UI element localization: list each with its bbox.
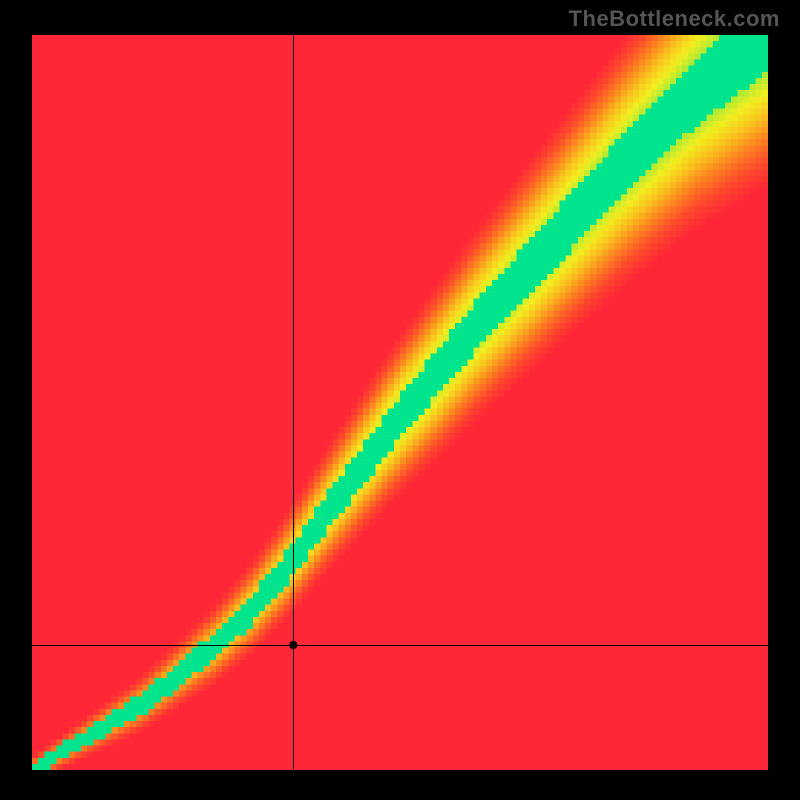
heatmap-plot xyxy=(32,35,768,770)
heatmap-canvas xyxy=(32,35,768,770)
watermark-text: TheBottleneck.com xyxy=(569,6,780,32)
crosshair-horizontal xyxy=(32,645,768,646)
crosshair-vertical xyxy=(293,35,294,770)
bottleneck-heatmap-container: { "watermark": { "text": "TheBottleneck.… xyxy=(0,0,800,800)
